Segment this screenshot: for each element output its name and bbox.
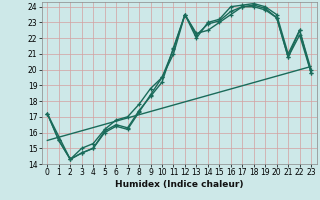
X-axis label: Humidex (Indice chaleur): Humidex (Indice chaleur): [115, 180, 244, 189]
